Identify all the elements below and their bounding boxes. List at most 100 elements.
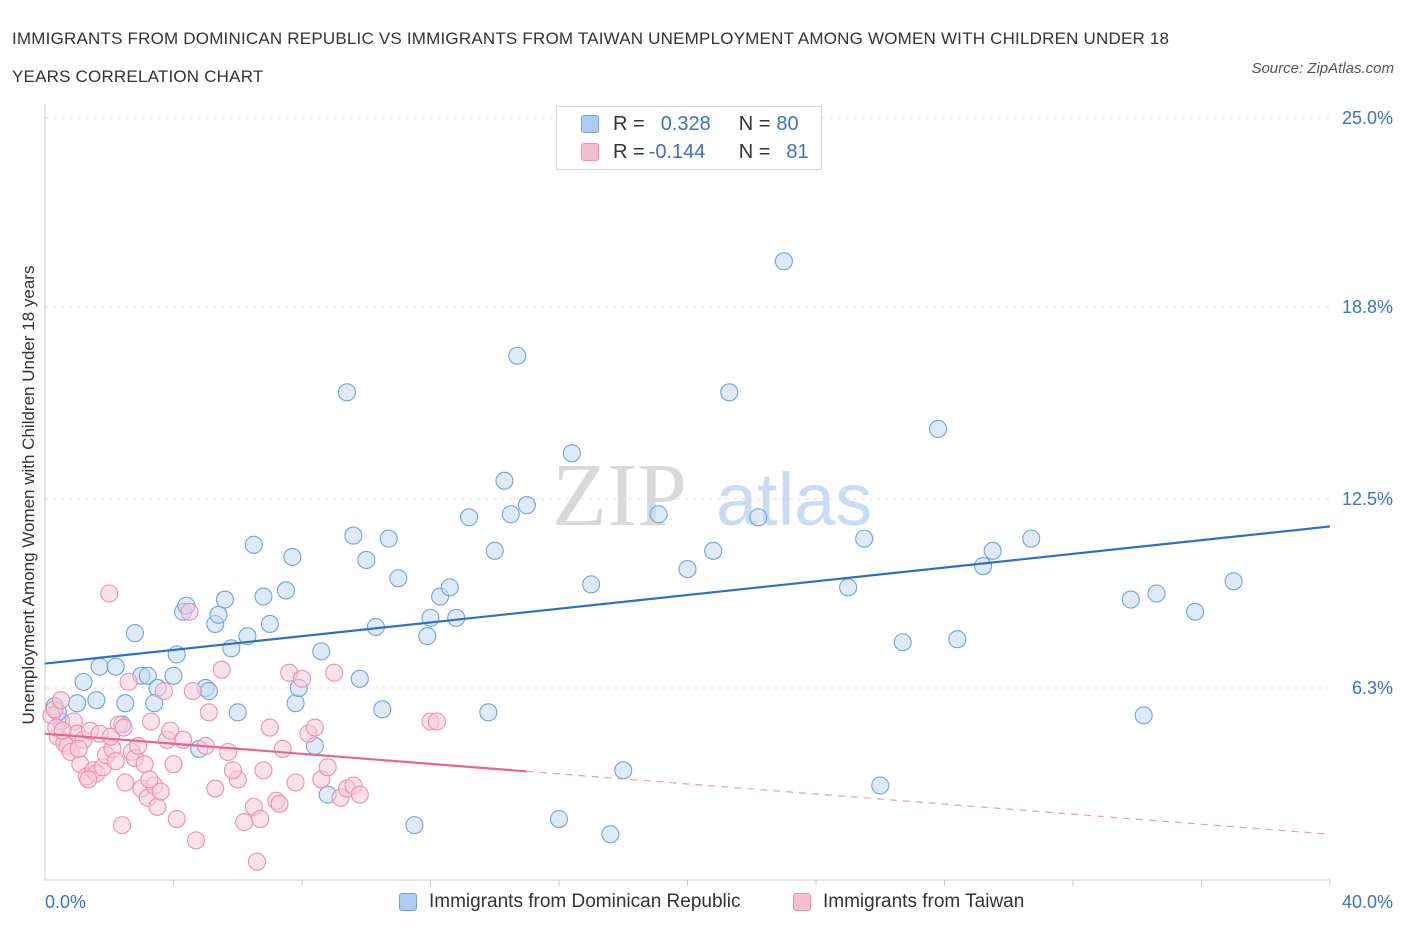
dominican-point xyxy=(774,252,793,271)
dominican-point xyxy=(855,529,874,548)
y-axis-label: Unemployment Among Women with Children U… xyxy=(19,266,38,725)
dominican-point xyxy=(485,541,504,560)
taiwan-point xyxy=(100,584,119,603)
taiwan-point xyxy=(219,742,238,762)
tick-labels: 6.3% 12.5% 18.8% 25.0% 0.0% 40.0% xyxy=(45,108,1393,912)
dominican-point xyxy=(871,776,890,795)
dominican-point xyxy=(260,614,279,634)
dominican-point xyxy=(276,581,295,600)
dominican-point xyxy=(312,642,331,661)
taiwan-point xyxy=(292,669,312,688)
taiwan-point xyxy=(247,852,267,871)
dominican-trend-line xyxy=(44,525,1331,665)
taiwan-point xyxy=(305,718,324,737)
dominican-point xyxy=(199,681,218,701)
taiwan-point xyxy=(223,761,242,780)
chart-title: IMMIGRANTS FROM DOMINICAN REPUBLIC VS IM… xyxy=(12,29,1170,86)
legend-swatch-dominican xyxy=(399,893,417,911)
taiwan-point xyxy=(186,831,206,850)
bottom-legend-dominican: Immigrants from Dominican Republic xyxy=(399,889,741,915)
dominican-point xyxy=(344,526,363,545)
dominican-point xyxy=(106,657,125,676)
dominican-point xyxy=(254,587,273,606)
n-label: N = xyxy=(738,140,771,163)
dominican-point xyxy=(517,496,536,515)
points-layer xyxy=(42,252,1243,871)
dominican-point xyxy=(983,541,1002,560)
bottom-legend-taiwan: Immigrants from Taiwan xyxy=(793,889,1024,915)
taiwan-point xyxy=(183,681,202,701)
dominican-point xyxy=(116,694,135,713)
taiwan-point xyxy=(206,779,225,798)
dominican-point xyxy=(1022,529,1041,548)
legend-label-taiwan: Immigrants from Taiwan xyxy=(823,891,1025,912)
dominican-point xyxy=(649,505,668,524)
taiwan-point xyxy=(260,718,279,737)
r-label: R = xyxy=(613,112,645,135)
dominican-point xyxy=(582,575,601,594)
y-tick-label: 25.0% xyxy=(1342,108,1393,128)
x-tick-label: 0.0% xyxy=(45,892,86,912)
dominican-point xyxy=(74,672,93,691)
taiwan-point xyxy=(116,773,135,792)
taiwan-point xyxy=(113,816,132,835)
n-value: 80 xyxy=(776,112,799,135)
taiwan-point xyxy=(161,721,180,740)
dominican-point xyxy=(495,471,514,490)
watermark-atlas: atlas xyxy=(716,458,872,541)
taiwan-point xyxy=(135,755,154,774)
taiwan-point xyxy=(427,712,446,731)
dominican-point xyxy=(337,383,357,402)
dominican-point xyxy=(90,657,109,676)
dominican-point xyxy=(138,666,157,685)
dominican-point xyxy=(601,825,620,844)
taiwan-point xyxy=(180,602,199,621)
dominican-point xyxy=(893,633,912,652)
taiwan-point xyxy=(318,758,337,777)
dominican-point xyxy=(549,809,569,829)
taiwan-point xyxy=(325,663,344,682)
correlation-legend: R = 0.328 N = 80 R = -0.144 N = 81 xyxy=(556,106,822,170)
dominican-point xyxy=(286,694,305,713)
dominican-point xyxy=(1147,584,1166,603)
dominican-point xyxy=(720,383,739,402)
taiwan-point xyxy=(254,761,273,780)
taiwan-point xyxy=(199,703,218,722)
dominican-point xyxy=(948,630,967,649)
taiwan-point xyxy=(141,712,161,731)
dominican-point xyxy=(562,444,581,463)
taiwan-point xyxy=(114,718,133,737)
y-tick-label: 18.8% xyxy=(1342,297,1393,317)
taiwan-point xyxy=(52,691,71,710)
dominican-point xyxy=(418,627,437,646)
dominican-point xyxy=(1186,602,1205,621)
taiwan-point xyxy=(350,785,369,804)
dominican-point xyxy=(678,560,697,579)
dominican-point xyxy=(405,816,424,835)
taiwan-point xyxy=(164,755,183,774)
n-label: N = xyxy=(738,112,771,135)
taiwan-trend-extension xyxy=(526,770,1331,835)
dominican-point xyxy=(228,703,247,722)
taiwan-point xyxy=(148,797,167,816)
taiwan-point xyxy=(101,727,120,746)
taiwan-point xyxy=(79,770,98,789)
x-tick-label: 40.0% xyxy=(1342,892,1393,912)
n-value: 81 xyxy=(786,140,809,163)
r-value: 0.328 xyxy=(660,112,711,135)
dominican-point xyxy=(459,508,479,527)
dominican-point xyxy=(357,550,376,570)
dominican-point xyxy=(1224,572,1243,591)
dominican-point xyxy=(704,541,723,560)
taiwan-point xyxy=(69,739,88,758)
dominican-point xyxy=(68,694,87,713)
taiwan-point xyxy=(167,809,186,829)
dominican-point xyxy=(215,590,234,609)
taiwan-point xyxy=(154,681,173,701)
y-tick-label: 12.5% xyxy=(1342,489,1393,509)
taiwan-point xyxy=(140,770,159,789)
dominican-point xyxy=(379,529,398,548)
dominican-point xyxy=(350,669,369,688)
dominican-point xyxy=(164,666,183,685)
